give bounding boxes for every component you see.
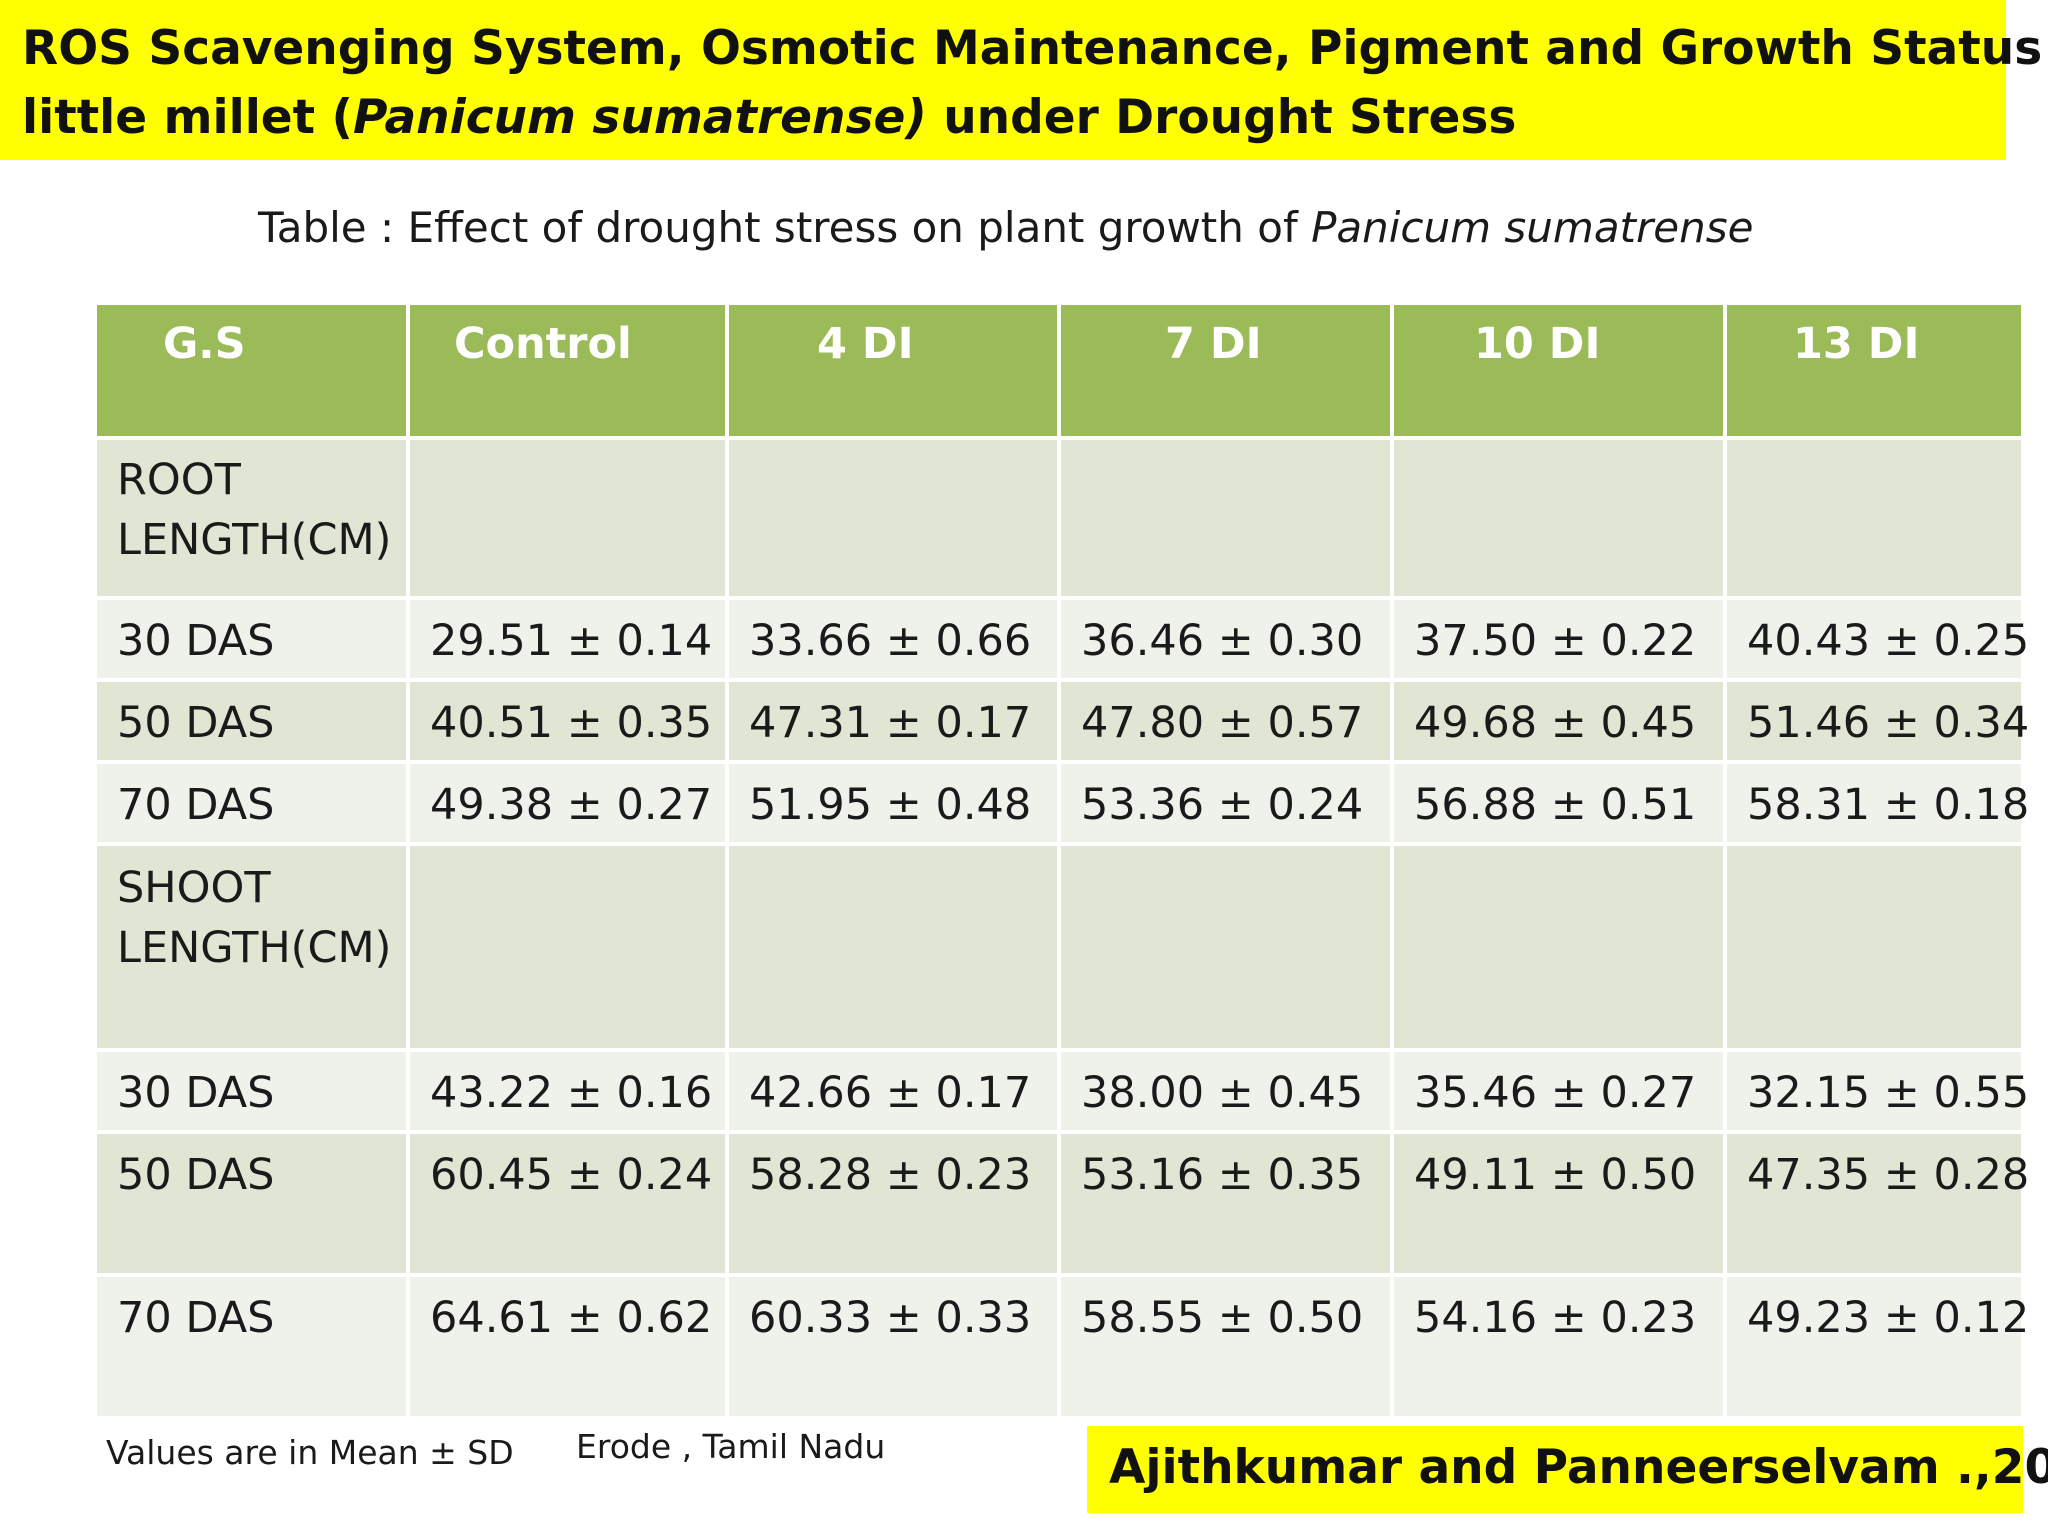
cell-value: 51.95 ± 0.48 [725, 760, 1061, 846]
section-row-shoot-length: SHOOT LENGTH(CM) [93, 842, 2025, 1052]
table-row: 50 DAS 60.45 ± 0.24 58.28 ± 0.23 53.16 ±… [93, 1130, 2029, 1277]
header-control: Control [406, 301, 729, 440]
cell-value: 32.15 ± 0.55 [1723, 1048, 2029, 1134]
title-banner: ROS Scavenging System, Osmotic Maintenan… [0, 0, 2048, 160]
header-7di: 7 DI [1057, 301, 1394, 440]
cell-value: 51.46 ± 0.34 [1723, 678, 2029, 764]
cell-value: 49.23 ± 0.12 [1723, 1273, 2029, 1420]
cell-value: 60.33 ± 0.33 [725, 1273, 1061, 1420]
row-label: 70 DAS [93, 760, 410, 846]
row-label: 30 DAS [93, 596, 410, 682]
header-gs: G.S [93, 301, 410, 440]
cell-value: 49.68 ± 0.45 [1390, 678, 1727, 764]
cell-value: 35.46 ± 0.27 [1390, 1048, 1727, 1134]
cell-value: 49.38 ± 0.27 [406, 760, 729, 846]
section-label: ROOT LENGTH(CM) [93, 436, 410, 600]
title-line-2: little millet (Panicum sumatrense) under… [22, 83, 2006, 152]
section-row-root-length: ROOT LENGTH(CM) [93, 436, 2025, 600]
table-header-row: G.S Control 4 DI 7 DI 10 DI 13 DI [93, 301, 2025, 440]
cell-value: 42.66 ± 0.17 [725, 1048, 1061, 1134]
cell-value: 53.36 ± 0.24 [1057, 760, 1394, 846]
cell-value: 49.11 ± 0.50 [1390, 1130, 1727, 1277]
table-row: 70 DAS 64.61 ± 0.62 60.33 ± 0.33 58.55 ±… [93, 1273, 2029, 1420]
cell-value: 60.45 ± 0.24 [406, 1130, 729, 1277]
caption-text: Table : Effect of drought stress on plan… [258, 203, 1312, 252]
table-row: 30 DAS 29.51 ± 0.14 33.66 ± 0.66 36.46 ±… [93, 596, 2029, 682]
caption-species-name: Panicum sumatrense [1311, 203, 1754, 252]
cell-value: 38.00 ± 0.45 [1057, 1048, 1394, 1134]
cell-value: 40.43 ± 0.25 [1723, 596, 2029, 682]
cell-value: 47.31 ± 0.17 [725, 678, 1061, 764]
row-label: 70 DAS [93, 1273, 410, 1420]
cell-value: 58.55 ± 0.50 [1057, 1273, 1394, 1420]
cell-value: 47.80 ± 0.57 [1057, 678, 1394, 764]
growth-table: G.S Control 4 DI 7 DI 10 DI 13 DI ROOT L… [93, 301, 2029, 1420]
values-footnote: Values are in Mean ± SD [106, 1433, 514, 1472]
cell-value: 29.51 ± 0.14 [406, 596, 729, 682]
title-line-2-suffix: under Drought Stress [926, 90, 1517, 145]
cell-value: 58.28 ± 0.23 [725, 1130, 1061, 1277]
cell-value: 64.61 ± 0.62 [406, 1273, 729, 1420]
table-row: 70 DAS 49.38 ± 0.27 51.95 ± 0.48 53.36 ±… [93, 760, 2029, 846]
cell-value: 53.16 ± 0.35 [1057, 1130, 1394, 1277]
cell-value: 58.31 ± 0.18 [1723, 760, 2029, 846]
header-4di: 4 DI [725, 301, 1061, 440]
row-label: 50 DAS [93, 1130, 410, 1277]
header-13di: 13 DI [1723, 301, 2025, 440]
cell-value: 47.35 ± 0.28 [1723, 1130, 2029, 1277]
citation-banner: Ajithkumar and Panneerselvam .,2013 [1087, 1426, 2048, 1513]
header-10di: 10 DI [1390, 301, 1727, 440]
row-label: 50 DAS [93, 678, 410, 764]
table-row: 50 DAS 40.51 ± 0.35 47.31 ± 0.17 47.80 ±… [93, 678, 2029, 764]
cell-value: 40.51 ± 0.35 [406, 678, 729, 764]
cell-value: 54.16 ± 0.23 [1390, 1273, 1727, 1420]
table-caption: Table : Effect of drought stress on plan… [258, 203, 1753, 252]
title-line-2-prefix: little millet ( [22, 90, 353, 145]
table-row: 30 DAS 43.22 ± 0.16 42.66 ± 0.17 38.00 ±… [93, 1048, 2029, 1134]
location-footnote: Erode , Tamil Nadu [576, 1427, 886, 1466]
cell-value: 33.66 ± 0.66 [725, 596, 1061, 682]
row-label: 30 DAS [93, 1048, 410, 1134]
cell-value: 43.22 ± 0.16 [406, 1048, 729, 1134]
cell-value: 36.46 ± 0.30 [1057, 596, 1394, 682]
cell-value: 37.50 ± 0.22 [1390, 596, 1727, 682]
title-species-name: Panicum sumatrense) [353, 90, 927, 145]
cell-value: 56.88 ± 0.51 [1390, 760, 1727, 846]
title-line-1: ROS Scavenging System, Osmotic Maintenan… [22, 21, 2048, 76]
section-label: SHOOT LENGTH(CM) [93, 842, 410, 1052]
